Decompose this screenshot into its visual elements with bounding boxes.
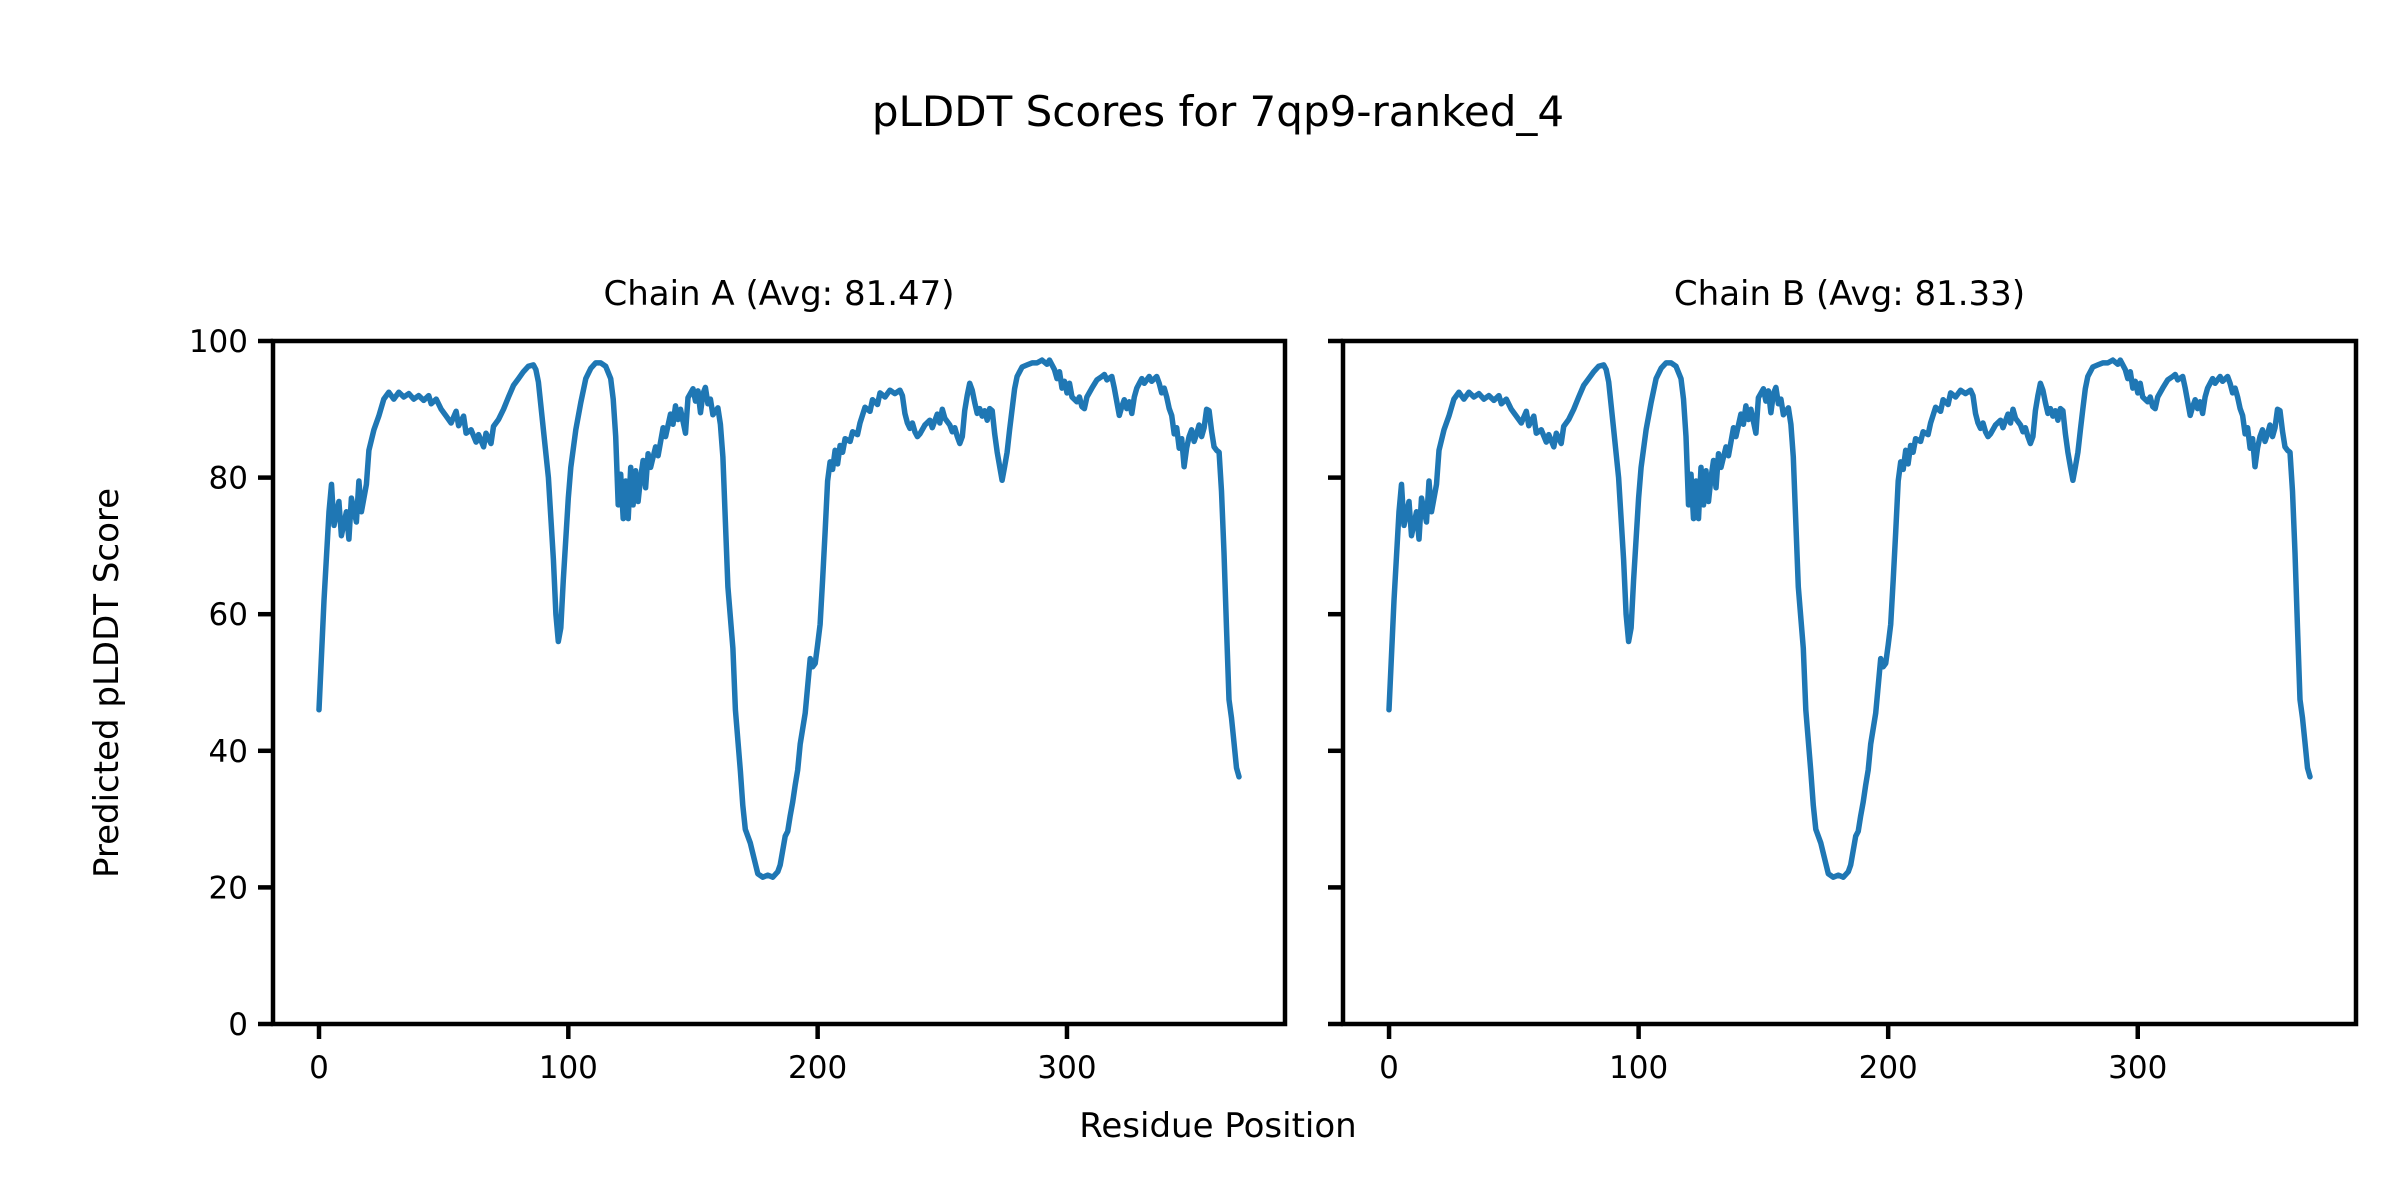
x-tick-label-chain-b: 100 xyxy=(1609,1050,1668,1086)
chain-a-title: Chain A (Avg: 81.47) xyxy=(603,274,955,314)
y-tick-label-chain-a: 100 xyxy=(189,324,248,360)
x-axis-label: Residue Position xyxy=(1079,1106,1357,1146)
y-tick-label-chain-a: 20 xyxy=(209,870,248,906)
x-tick-label-chain-a: 300 xyxy=(1037,1050,1096,1086)
y-axis-label: Predicted pLDDT Score xyxy=(87,487,127,879)
y-tick-label-chain-a: 0 xyxy=(228,1007,248,1043)
axes-box-chain-a xyxy=(270,338,1288,1027)
x-tick-label-chain-b: 300 xyxy=(2108,1050,2167,1086)
x-tick-label-chain-a: 0 xyxy=(309,1050,329,1086)
x-tick-label-chain-a: 100 xyxy=(539,1050,598,1086)
plddt-line-chain-b xyxy=(1386,357,2313,880)
axes-box-chain-b xyxy=(1340,338,2359,1027)
y-tick-label-chain-a: 80 xyxy=(209,461,248,497)
x-tick-label-chain-a: 200 xyxy=(788,1050,847,1086)
y-tick-label-chain-a: 60 xyxy=(209,597,248,633)
figure-title: pLDDT Scores for 7qp9-ranked_4 xyxy=(871,87,1565,136)
x-tick-label-chain-b: 0 xyxy=(1379,1050,1399,1086)
plddt-line-chain-a xyxy=(316,357,1242,880)
x-tick-label-chain-b: 200 xyxy=(1859,1050,1918,1086)
y-tick-label-chain-a: 40 xyxy=(209,734,248,770)
chain-b-title: Chain B (Avg: 81.33) xyxy=(1673,274,2026,314)
